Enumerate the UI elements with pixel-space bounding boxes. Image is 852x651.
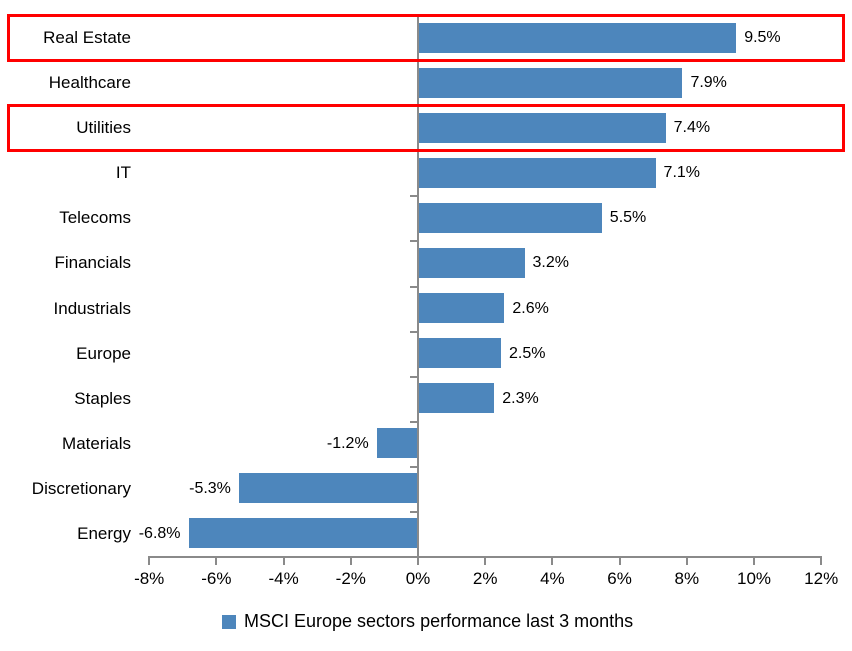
bar-staples [417,383,495,414]
bar-europe [417,338,501,369]
value-label-energy: -6.8% [138,524,181,542]
value-axis-tick-label: -6% [201,569,232,588]
category-label-it: IT [115,163,131,183]
value-axis-tick-label: 2% [472,569,498,588]
value-axis-tick [820,556,823,565]
value-axis-tick-label: 4% [540,569,565,588]
category-label-staples: Staples [74,388,131,408]
value-axis-tick [349,556,352,565]
value-label-real-estate: 9.5% [744,29,781,46]
value-axis-tick [484,556,487,565]
highlight-box-real-estate [7,14,845,63]
category-label-europe: Europe [76,343,131,363]
value-axis-tick-label: 8% [674,569,700,588]
legend-marker-icon [222,614,236,629]
value-label-healthcare: 7.9% [690,74,727,92]
bar-energy [188,518,417,549]
category-axis-tick [410,510,417,513]
value-axis-tick [685,556,688,565]
category-label-real-estate: Real Estate [43,28,131,47]
category-axis-tick [410,195,417,198]
value-axis-tick-label: -2% [335,569,366,588]
category-axis-tick [410,240,417,243]
bar-real-estate [417,22,737,53]
category-label-discretionary: Discretionary [31,478,131,498]
bar-utilities [417,112,666,143]
category-axis-tick [410,285,417,288]
value-label-industrials: 2.6% [512,299,549,317]
value-label-staples: 2.3% [502,389,539,407]
legend: MSCI Europe sectors performance last 3 m… [222,611,633,632]
category-label-industrials: Industrials [53,298,131,318]
value-axis-tick-label: -8% [134,569,165,588]
category-axis-tick [410,465,417,468]
value-axis-tick [753,556,755,565]
value-axis-tick-label: 12% [804,569,839,588]
legend-label: MSCI Europe sectors performance last 3 m… [244,611,634,631]
value-axis-tick [417,556,419,565]
value-axis-tick [618,556,621,565]
value-axis-tick [282,556,285,565]
value-label-it: 7.1% [663,164,701,182]
value-label-europe: 2.5% [509,344,546,362]
bar-discretionary [238,473,417,504]
value-label-financials: 3.2% [532,254,569,272]
category-label-materials: Materials [62,433,131,453]
value-axis-tick [215,556,218,565]
category-label-healthcare: Healthcare [48,73,131,93]
bar-healthcare [417,67,683,98]
value-axis-tick [551,556,554,565]
bar-industrials [417,293,505,324]
value-axis-tick-label: 10% [736,569,772,588]
category-axis-tick [410,375,417,378]
value-label-utilities: 7.4% [673,119,711,137]
category-axis-tick [410,420,417,423]
category-label-energy: Energy [77,523,131,543]
category-axis-tick [410,330,417,333]
bar-it [417,157,656,188]
value-label-discretionary: -5.3% [189,479,231,497]
value-label-telecoms: 5.5% [609,209,647,227]
value-axis-tick [148,556,151,565]
category-label-utilities: Utilities [76,118,131,138]
value-axis-line [148,556,820,558]
value-axis-tick-label: 6% [607,569,632,588]
category-axis-line [417,15,419,565]
bar-telecoms [417,202,602,233]
highlight-box-utilities [7,104,845,153]
category-label-telecoms: Telecoms [59,208,131,228]
value-axis-tick-label: -4% [268,569,299,588]
bar-financials [417,247,525,278]
value-label-materials: -1.2% [326,434,369,452]
category-label-financials: Financials [54,253,131,273]
bar-materials [376,428,417,459]
value-axis-tick-label: 0% [405,569,431,588]
